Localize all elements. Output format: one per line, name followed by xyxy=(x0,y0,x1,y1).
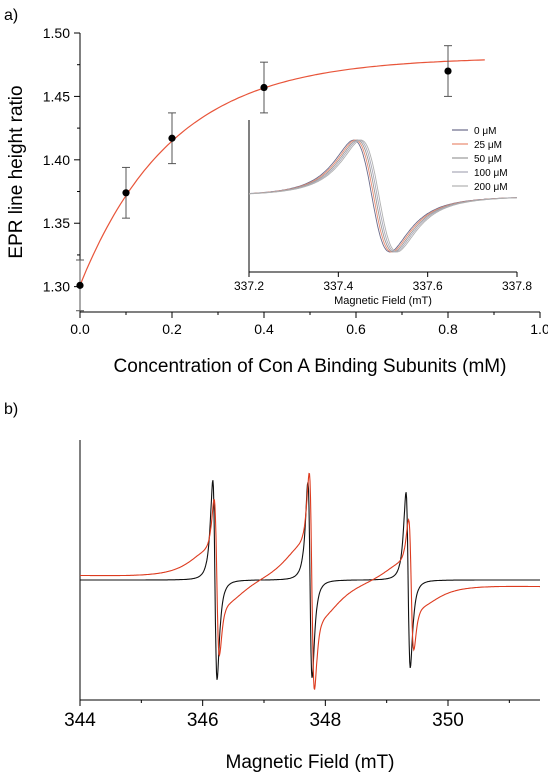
data-point xyxy=(76,259,84,312)
fit-curve xyxy=(79,59,485,286)
panel-b-label: b) xyxy=(4,401,18,418)
panel-a-y-axis-label: EPR line height ratio xyxy=(6,85,27,258)
panel-b-x-axis-label: Magnetic Field (mT) xyxy=(226,752,395,773)
point-marker xyxy=(168,134,176,142)
b-tick-label: 348 xyxy=(309,710,341,731)
inset-series-line xyxy=(248,139,518,253)
panel-a: a) 0.0 0.2 0.4 0.6 0.8 1.0 1.301.351.401.451.… xyxy=(4,7,548,377)
panel-a-label: a) xyxy=(4,7,18,24)
panel-a-x-ticks: 0.0 0.2 0.4 0.6 0.8 1.0 xyxy=(70,312,548,337)
inset-tick-label: 337.8 xyxy=(502,279,532,293)
panel-b-x-ticks: 344 346 348 350 xyxy=(64,700,510,731)
data-point xyxy=(444,45,452,97)
x-tick-label: 0.0 xyxy=(70,321,90,337)
point-marker xyxy=(444,67,452,75)
point-marker xyxy=(260,83,268,92)
b-tick-label: 350 xyxy=(432,710,464,731)
inset-tick-label: 337.4 xyxy=(323,279,353,293)
b-tick-label: 346 xyxy=(187,710,219,731)
x-tick-label: 0.2 xyxy=(162,321,182,337)
panel-a-y-ticks: 1.30 1.35 1.40 1.45 1.50 xyxy=(43,25,80,295)
data-points xyxy=(76,45,452,312)
x-tick-label: 0.8 xyxy=(438,321,458,337)
y-tick-label: 1.35 xyxy=(43,215,70,231)
b-series-line xyxy=(80,480,540,680)
legend-entry: 0 μM xyxy=(474,126,496,137)
inset-tick-label: 337.6 xyxy=(413,279,443,293)
x-tick-label: 1.0 xyxy=(530,321,548,337)
y-tick-label: 1.45 xyxy=(43,88,70,104)
x-tick-label: 0.4 xyxy=(254,321,274,337)
legend-entry: 100 μM xyxy=(474,168,508,179)
data-point xyxy=(168,112,176,165)
inset-x-axis-label: Magnetic Field (mT) xyxy=(334,295,432,307)
data-point xyxy=(122,166,130,219)
y-tick-label: 1.30 xyxy=(43,279,70,295)
inset-legend: 0 μM 25 μM 50 μM 100 μM 200 μM xyxy=(452,126,508,193)
data-point xyxy=(260,61,268,114)
panel-b-spectra xyxy=(79,472,540,690)
point-marker xyxy=(76,281,84,289)
legend-entry: 50 μM xyxy=(474,154,502,165)
inset-x-ticks: 337.2 337.4 337.6 337.8 xyxy=(234,272,532,293)
legend-entry: 200 μM xyxy=(474,182,508,193)
panel-a-x-axis-label: Concentration of Con A Binding Subunits … xyxy=(114,356,507,377)
inset-curves xyxy=(248,139,518,253)
y-tick-label: 1.40 xyxy=(43,152,70,168)
legend-entry: 25 μM xyxy=(474,140,502,151)
b-tick-label: 344 xyxy=(64,710,96,731)
panel-b: b) 344 346 348 350 Magnetic Field (mT) xyxy=(4,401,540,773)
b-series-line xyxy=(79,472,540,690)
x-tick-label: 0.6 xyxy=(346,321,366,337)
y-tick-label: 1.50 xyxy=(43,25,70,41)
inset-tick-label: 337.2 xyxy=(234,279,264,293)
point-marker xyxy=(122,189,130,197)
inset-plot: 337.2 337.4 337.6 337.8 Magnetic Field (mT)… xyxy=(234,120,532,307)
